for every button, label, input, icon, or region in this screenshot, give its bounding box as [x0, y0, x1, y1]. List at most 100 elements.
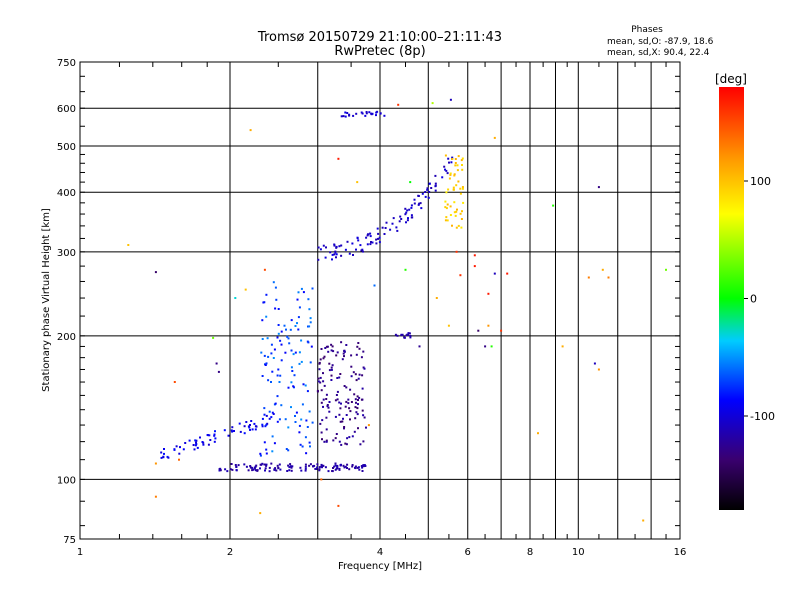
data-point [435, 297, 438, 299]
data-point [384, 227, 387, 229]
data-point [365, 426, 367, 429]
data-point [367, 233, 369, 236]
colorbar-tick-label: -100 [750, 410, 775, 423]
data-point [296, 298, 299, 301]
data-point [207, 443, 210, 446]
y-tick-label: 100 [57, 475, 76, 486]
data-point [383, 114, 386, 117]
data-point [343, 466, 346, 469]
data-point [401, 333, 404, 336]
data-point [462, 201, 465, 204]
data-point [369, 235, 372, 238]
data-point [345, 443, 348, 446]
data-point [202, 443, 205, 446]
data-point [457, 155, 460, 158]
data-point [300, 339, 303, 342]
data-point [298, 351, 301, 354]
data-point [453, 211, 456, 214]
data-point [404, 207, 407, 210]
data-point [370, 241, 372, 243]
data-point [249, 466, 252, 469]
data-point [461, 157, 464, 160]
data-point [263, 413, 266, 416]
data-point [341, 358, 344, 361]
data-point [287, 386, 290, 389]
data-point [352, 254, 354, 256]
data-point [346, 437, 349, 440]
data-point [419, 202, 422, 205]
data-point [325, 428, 328, 431]
data-point [378, 236, 381, 239]
data-point [500, 329, 503, 332]
data-point [322, 244, 325, 247]
data-point [335, 354, 338, 357]
data-point [459, 187, 462, 190]
data-point [334, 462, 337, 465]
data-point [279, 468, 282, 471]
data-point [249, 129, 252, 132]
data-point [323, 355, 326, 358]
data-point [265, 293, 268, 296]
data-point [318, 468, 321, 471]
data-point [265, 463, 268, 466]
data-point [537, 432, 539, 435]
phases-x-stats: mean, sd,X: 90.4, 22.4 [607, 48, 710, 58]
data-point [336, 465, 339, 468]
data-point [383, 233, 386, 235]
data-point [275, 298, 278, 301]
data-point [356, 181, 359, 184]
data-point [358, 373, 361, 376]
y-tick-label: 750 [57, 58, 76, 69]
data-point [444, 154, 447, 157]
data-point [178, 458, 180, 461]
data-point [345, 400, 348, 403]
data-point [343, 349, 346, 352]
data-point [449, 214, 452, 216]
data-point [362, 465, 365, 468]
data-point [344, 442, 347, 445]
data-point [375, 114, 377, 117]
data-point [270, 381, 272, 383]
data-point [290, 319, 293, 322]
data-point [336, 351, 339, 354]
data-point [444, 206, 447, 209]
data-point [365, 112, 368, 115]
x-tick-label: 8 [527, 547, 533, 558]
data-point [324, 347, 327, 349]
data-point [343, 355, 345, 358]
data-point [357, 342, 360, 344]
data-point [356, 466, 359, 469]
data-point [642, 519, 645, 522]
data-point [304, 469, 307, 472]
data-point [347, 398, 350, 401]
data-point [193, 448, 196, 451]
data-point [391, 222, 394, 225]
data-point [255, 464, 258, 467]
data-point [329, 251, 332, 254]
data-point [665, 268, 667, 271]
data-point [428, 182, 431, 185]
data-point [268, 470, 271, 473]
data-point [162, 456, 165, 459]
data-point [270, 352, 273, 355]
data-point [294, 351, 297, 354]
data-point [447, 324, 450, 327]
data-point [175, 445, 178, 448]
data-point [313, 464, 316, 467]
data-point [356, 345, 359, 348]
data-point [351, 242, 354, 245]
data-point [459, 192, 462, 195]
data-point [354, 406, 357, 409]
data-point [184, 442, 187, 444]
data-point [362, 440, 365, 443]
data-point [287, 337, 290, 340]
data-point [272, 413, 275, 415]
data-point [355, 112, 358, 115]
data-point [453, 174, 456, 177]
data-point [265, 315, 268, 318]
data-point [322, 405, 324, 408]
data-point [452, 188, 455, 191]
data-point [312, 465, 314, 468]
data-point [249, 424, 251, 426]
